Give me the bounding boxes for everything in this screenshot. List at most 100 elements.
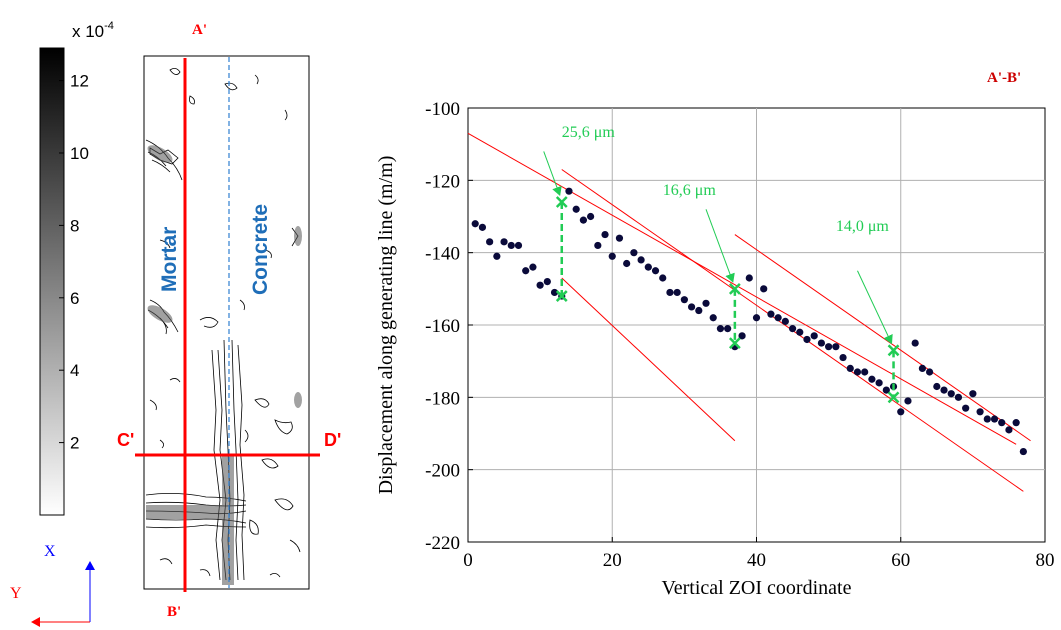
- data-point: [918, 364, 926, 372]
- y-tick-label: -180: [425, 388, 460, 409]
- y-axis-title: Displacement along generating line (m/m): [375, 156, 397, 495]
- data-point: [724, 325, 732, 333]
- data-point: [774, 314, 782, 322]
- data-point: [486, 238, 494, 246]
- axis-ticks: 0 20 40 60 80 -220 -200 -180 -160 -140 -120 -100: [425, 99, 1054, 571]
- data-point: [651, 267, 660, 275]
- data-point: [478, 223, 487, 231]
- data-point: [594, 241, 602, 250]
- data-point: [550, 288, 559, 297]
- fit-line: [467, 132, 1017, 445]
- data-point: [1005, 426, 1013, 434]
- data-point: [954, 393, 963, 401]
- fit-line: [561, 277, 736, 442]
- annotation-arrow: [857, 270, 893, 345]
- data-point: [861, 368, 869, 376]
- data-point: [760, 285, 768, 293]
- data-point: [601, 230, 609, 239]
- data-point: [709, 314, 717, 322]
- data-point: [587, 212, 595, 221]
- data-point: [933, 382, 941, 391]
- data-point: [796, 328, 804, 336]
- data-point: [853, 368, 862, 376]
- data-point: [882, 386, 890, 394]
- gap-cross: [887, 344, 900, 357]
- data-point: [983, 415, 991, 423]
- dark-regions: [146, 145, 302, 585]
- colorbar-tick-label: 4: [70, 361, 79, 380]
- colorbar-gradient: [39, 47, 65, 516]
- data-point: [1019, 447, 1027, 456]
- y-tick-label: -220: [425, 533, 460, 554]
- data-point: [767, 310, 775, 318]
- data-point: [745, 274, 753, 282]
- label-concrete: Concrete: [249, 204, 272, 295]
- data-point: [926, 368, 934, 376]
- colorbar-tick-label: 10: [70, 144, 89, 163]
- colorbar-multiplier: x 10-4: [72, 20, 114, 41]
- data-point: [825, 343, 833, 351]
- data-point: [897, 408, 905, 416]
- label-c-prime: C': [117, 430, 134, 450]
- chart-title: A'-B': [987, 70, 1021, 86]
- data-point: [680, 296, 688, 304]
- data-point: [579, 216, 588, 224]
- y-tick-label: -200: [425, 461, 460, 482]
- data-point: [817, 339, 826, 347]
- data-point: [962, 404, 970, 412]
- strain-map: A' B' C' D' Mortar Concrete: [117, 22, 341, 620]
- data-point: [803, 335, 811, 344]
- data-point: [673, 288, 681, 297]
- gap-cross: [728, 282, 741, 295]
- colorbar-tick-label: 8: [70, 216, 79, 235]
- data-point: [637, 256, 645, 264]
- data-point: [702, 299, 710, 307]
- data-point: [630, 249, 638, 257]
- data-point: [752, 314, 761, 322]
- label-mortar: Mortar: [158, 227, 181, 292]
- data-point: [969, 390, 977, 398]
- data-point: [514, 241, 523, 250]
- data-point: [832, 343, 840, 351]
- data-point: [615, 234, 624, 242]
- annotation-arrow: [705, 209, 735, 283]
- x-axis-label: X: [44, 543, 56, 560]
- data-point: [507, 241, 515, 250]
- colorbar: x 10-4 2 4 6 8 10 12: [39, 20, 114, 516]
- y-tick-label: -160: [425, 316, 460, 337]
- data-point: [875, 379, 883, 387]
- scatter-chart: A'-B' 0 20 40 60 80 -220 -200 -180 -160 -140 -120 -…: [375, 70, 1055, 599]
- fit-line: [734, 234, 1031, 442]
- x-tick-label: 60: [891, 550, 910, 571]
- x-tick-label: 40: [747, 550, 766, 571]
- data-point: [529, 263, 537, 271]
- data-point: [716, 325, 725, 333]
- y-axis-label: Y: [10, 585, 22, 602]
- data-points: [471, 187, 1027, 456]
- colorbar-tick-label: 6: [70, 289, 79, 308]
- data-point: [543, 278, 551, 286]
- y-tick-label: -100: [425, 99, 460, 120]
- data-point: [522, 267, 530, 275]
- data-point: [666, 288, 674, 297]
- data-point: [868, 375, 876, 383]
- data-point: [623, 259, 631, 268]
- data-point: [781, 317, 789, 325]
- axes-indicator: X Y: [10, 543, 95, 627]
- data-point: [493, 252, 501, 260]
- label-b-prime: B': [167, 604, 181, 620]
- gridlines: [468, 108, 1045, 542]
- x-axis-title: Vertical ZOI coordinate: [662, 577, 852, 599]
- data-point: [998, 419, 1006, 427]
- colorbar-ticks: 2 4 6 8 10 12: [59, 72, 89, 453]
- gap-cross: [728, 337, 741, 349]
- data-point: [810, 332, 818, 340]
- data-point: [687, 303, 696, 311]
- data-point: [738, 332, 746, 340]
- label-a-prime: A': [192, 22, 207, 38]
- data-point: [788, 325, 797, 333]
- annotation-label: 14,0 μm: [836, 218, 890, 235]
- annotations: 25,6 μm 16,6 μm 14,0 μm: [543, 124, 900, 404]
- annotation-label: 16,6 μm: [663, 182, 717, 199]
